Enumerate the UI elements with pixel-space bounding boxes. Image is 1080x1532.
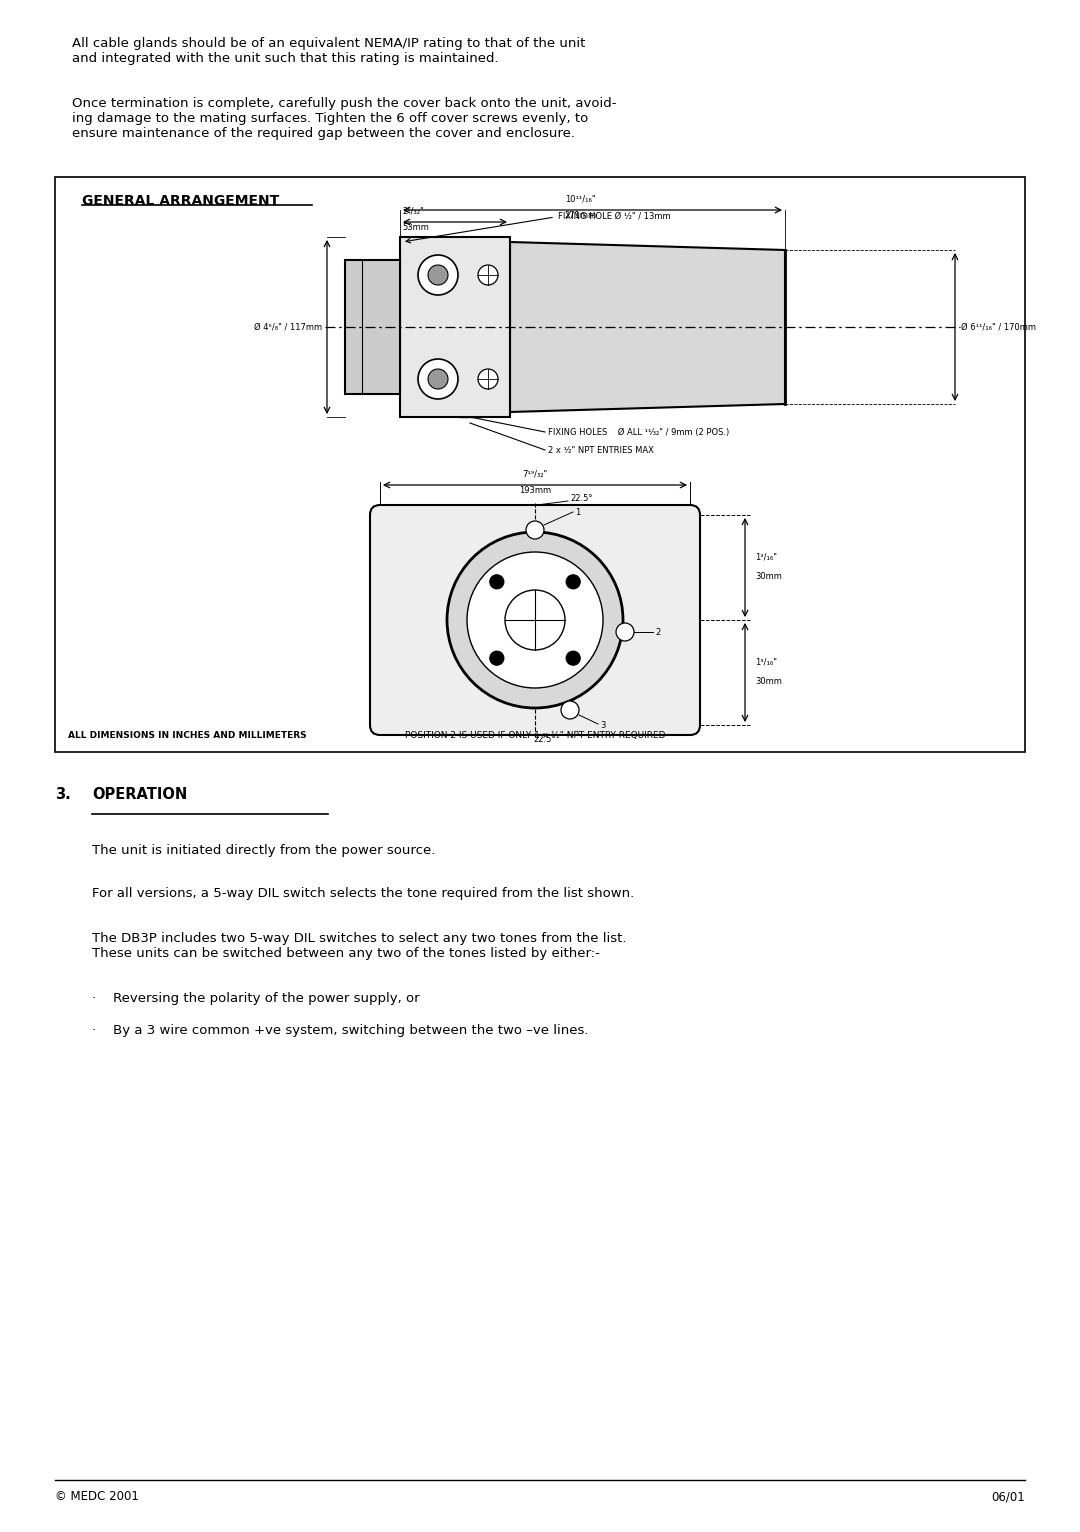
Bar [345, 260, 400, 394]
Polygon shape [510, 242, 785, 412]
Text: 2 x ¹⁄₂" NPT ENTRIES MAX: 2 x ¹⁄₂" NPT ENTRIES MAX [548, 446, 653, 455]
Text: 2: 2 [654, 628, 660, 636]
Circle shape [478, 369, 498, 389]
Text: ALL DIMENSIONS IN INCHES AND MILLIMETERS: ALL DIMENSIONS IN INCHES AND MILLIMETERS [68, 731, 307, 740]
Text: The DB3P includes two 5-way DIL switches to select any two tones from the list.
: The DB3P includes two 5-way DIL switches… [92, 931, 626, 961]
Circle shape [561, 702, 579, 719]
Text: © MEDC 2001: © MEDC 2001 [55, 1491, 139, 1503]
Text: Ø 4⁵/₈" / 117mm: Ø 4⁵/₈" / 117mm [254, 323, 322, 331]
Text: FIXING HOLES    Ø ALL ¹¹⁄₃₂" / 9mm (2 POS.): FIXING HOLES Ø ALL ¹¹⁄₃₂" / 9mm (2 POS.) [548, 427, 729, 437]
Circle shape [566, 574, 580, 588]
Text: 193mm: 193mm [518, 486, 551, 495]
Text: 30mm: 30mm [755, 571, 782, 581]
Text: 1: 1 [575, 507, 580, 516]
Text: 22.5°: 22.5° [534, 735, 556, 745]
Circle shape [447, 532, 623, 708]
Circle shape [490, 651, 503, 665]
Text: 1³/₁₆": 1³/₁₆" [755, 657, 777, 666]
Circle shape [418, 254, 458, 296]
Circle shape [616, 624, 634, 640]
Circle shape [490, 574, 503, 588]
Circle shape [428, 265, 448, 285]
Text: 271mm: 271mm [564, 211, 596, 221]
Text: 10¹¹/₁₆": 10¹¹/₁₆" [565, 195, 595, 204]
Text: GENERAL ARRANGEMENT: GENERAL ARRANGEMENT [82, 195, 280, 208]
Bar [400, 237, 510, 417]
Text: ·    Reversing the polarity of the power supply, or: · Reversing the polarity of the power su… [92, 993, 420, 1005]
Circle shape [566, 651, 580, 665]
Text: The unit is initiated directly from the power source.: The unit is initiated directly from the … [92, 844, 435, 856]
Text: 53mm: 53mm [402, 224, 429, 231]
Text: 1³/₁₆": 1³/₁₆" [755, 553, 777, 562]
Circle shape [526, 521, 544, 539]
Circle shape [428, 369, 448, 389]
Text: 22.5°: 22.5° [570, 493, 593, 502]
Text: 3: 3 [600, 720, 606, 729]
Circle shape [478, 265, 498, 285]
Text: 06/01: 06/01 [991, 1491, 1025, 1503]
Text: All cable glands should be of an equivalent NEMA/IP rating to that of the unit
a: All cable glands should be of an equival… [72, 37, 585, 64]
Text: 2¹/₃₂": 2¹/₃₂" [402, 205, 423, 214]
Circle shape [505, 590, 565, 650]
Bar [55, 178, 1025, 752]
Text: For all versions, a 5-way DIL switch selects the tone required from the list sho: For all versions, a 5-way DIL switch sel… [92, 887, 634, 899]
Text: Once termination is complete, carefully push the cover back onto the unit, avoid: Once termination is complete, carefully … [72, 97, 617, 139]
Text: ·    By a 3 wire common +ve system, switching between the two –ve lines.: · By a 3 wire common +ve system, switchi… [92, 1023, 589, 1037]
Text: POSITION 2 IS USED IF ONLY 1 x ¹⁄₂" NPT ENTRY REQUIRED: POSITION 2 IS USED IF ONLY 1 x ¹⁄₂" NPT … [405, 731, 665, 740]
Text: Ø 6¹¹/₁₆" / 170mm: Ø 6¹¹/₁₆" / 170mm [961, 323, 1036, 331]
Text: 30mm: 30mm [755, 677, 782, 685]
FancyBboxPatch shape [370, 506, 700, 735]
Circle shape [467, 552, 603, 688]
Text: OPERATION: OPERATION [92, 787, 187, 801]
Circle shape [418, 358, 458, 398]
Text: 7¹⁹/₃₂": 7¹⁹/₃₂" [523, 469, 548, 478]
Text: 3.: 3. [55, 787, 71, 801]
Text: FIXING HOLE Ø ¹⁄₂" / 13mm: FIXING HOLE Ø ¹⁄₂" / 13mm [558, 211, 671, 221]
